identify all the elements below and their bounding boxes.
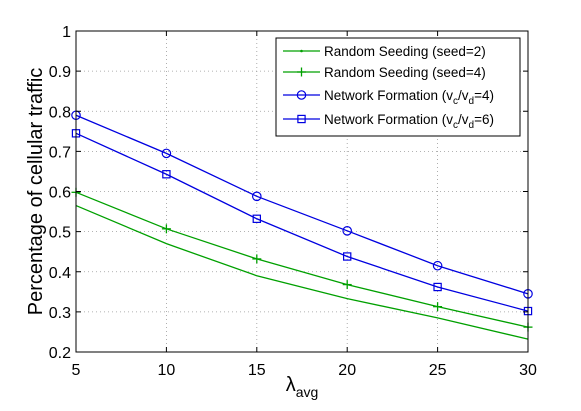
plus-marker: [297, 67, 306, 77]
series-line: [75, 132, 529, 312]
legend-label: Network Formation (vc/vd=6): [324, 112, 494, 131]
series-line: [75, 114, 529, 295]
legend: Random Seeding (seed=2) Random Seeding (s…: [275, 37, 521, 137]
square-marker: [433, 282, 442, 292]
series-1: [75, 204, 529, 340]
x-tick-label: 15: [248, 362, 266, 379]
plus-marker: [252, 254, 262, 264]
legend-label-part: Network Formation (v: [324, 88, 453, 103]
point-marker: [300, 49, 303, 53]
x-tick-label: 30: [519, 362, 537, 379]
legend-label: Random Seeding (seed=4): [324, 65, 486, 80]
circle-marker: [342, 226, 352, 236]
legend-box: [275, 37, 521, 137]
circle-marker: [251, 191, 262, 202]
y-tick-label: 0.8: [49, 104, 71, 121]
square-marker: [252, 214, 261, 223]
y-tick-label: 0.7: [49, 144, 71, 161]
y-tick-label: 0.9: [49, 64, 71, 81]
legend-label-part: Random Seeding (seed=2): [324, 44, 486, 59]
series-line: [75, 191, 529, 328]
y-tick-label: 0.5: [49, 225, 71, 242]
legend-label-subscript: c: [453, 96, 458, 107]
y-tick-label: 1: [62, 24, 71, 41]
square-marker: [297, 114, 306, 124]
y-axis-label: Percentage of cellular traffic: [25, 68, 47, 316]
legend-entry: Network Formation (vc/vd=4): [283, 88, 494, 107]
legend-label-part: /v: [458, 112, 469, 127]
legend-entry: Random Seeding (seed=2): [283, 44, 486, 59]
legend-label-part: Random Seeding (seed=4): [324, 65, 486, 80]
x-axis-label: λavg: [286, 374, 319, 400]
series-line: [75, 204, 529, 340]
legend-label-subscript: d: [469, 120, 475, 131]
series-layer: [71, 110, 533, 340]
x-tick-label: 25: [429, 362, 447, 379]
square-marker: [343, 252, 352, 261]
x-tick-label: 10: [158, 362, 176, 379]
x-axis-label-symbol: λ: [286, 374, 296, 396]
legend-label-part: =4): [474, 88, 494, 103]
plus-marker: [161, 224, 171, 234]
legend-label: Network Formation (vc/vd=4): [324, 88, 494, 107]
series-3: [71, 110, 533, 299]
legend-label-subscript: d: [469, 96, 475, 107]
legend-label: Random Seeding (seed=2): [324, 44, 486, 59]
legend-entry: Random Seeding (seed=4): [283, 65, 486, 80]
y-tick-label: 0.3: [49, 305, 71, 322]
plus-marker: [342, 280, 352, 290]
legend-entry: Network Formation (vc/vd=6): [283, 112, 494, 131]
y-tick-label: 0.2: [49, 345, 71, 362]
y-tick-label: 0.6: [49, 185, 71, 202]
x-axis-label-subscript: avg: [296, 384, 319, 400]
x-tick-label: 5: [72, 362, 81, 379]
legend-label-part: Network Formation (v: [324, 112, 453, 127]
ticks: 5 10 15 20 25 30 0.2 0.3 0.4 0.5 0.6 0.7 0.8 0.9 1: [49, 24, 537, 379]
legend-label-part: =6): [474, 112, 494, 127]
legend-label-part: /v: [458, 88, 469, 103]
circle-marker: [296, 90, 307, 100]
plus-marker: [433, 302, 443, 312]
x-tick-label: 20: [338, 362, 356, 379]
circle-marker: [432, 260, 443, 271]
y-tick-label: 0.4: [49, 265, 71, 282]
series-2: [71, 187, 533, 332]
legend-label-subscript: c: [453, 120, 458, 131]
circle-marker: [161, 148, 172, 159]
square-marker: [162, 170, 171, 179]
